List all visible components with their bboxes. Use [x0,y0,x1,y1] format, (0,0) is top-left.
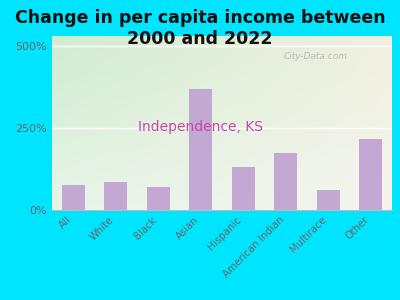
Bar [232,167,255,210]
Bar [146,187,170,210]
Bar [359,140,382,210]
Text: Change in per capita income between
2000 and 2022: Change in per capita income between 2000… [15,9,385,48]
Bar [62,185,85,210]
Text: Independence, KS: Independence, KS [138,120,262,134]
Text: City-Data.com: City-Data.com [283,52,347,62]
Bar [189,88,212,210]
Bar [274,152,298,210]
Bar [316,190,340,210]
Bar [104,182,128,210]
